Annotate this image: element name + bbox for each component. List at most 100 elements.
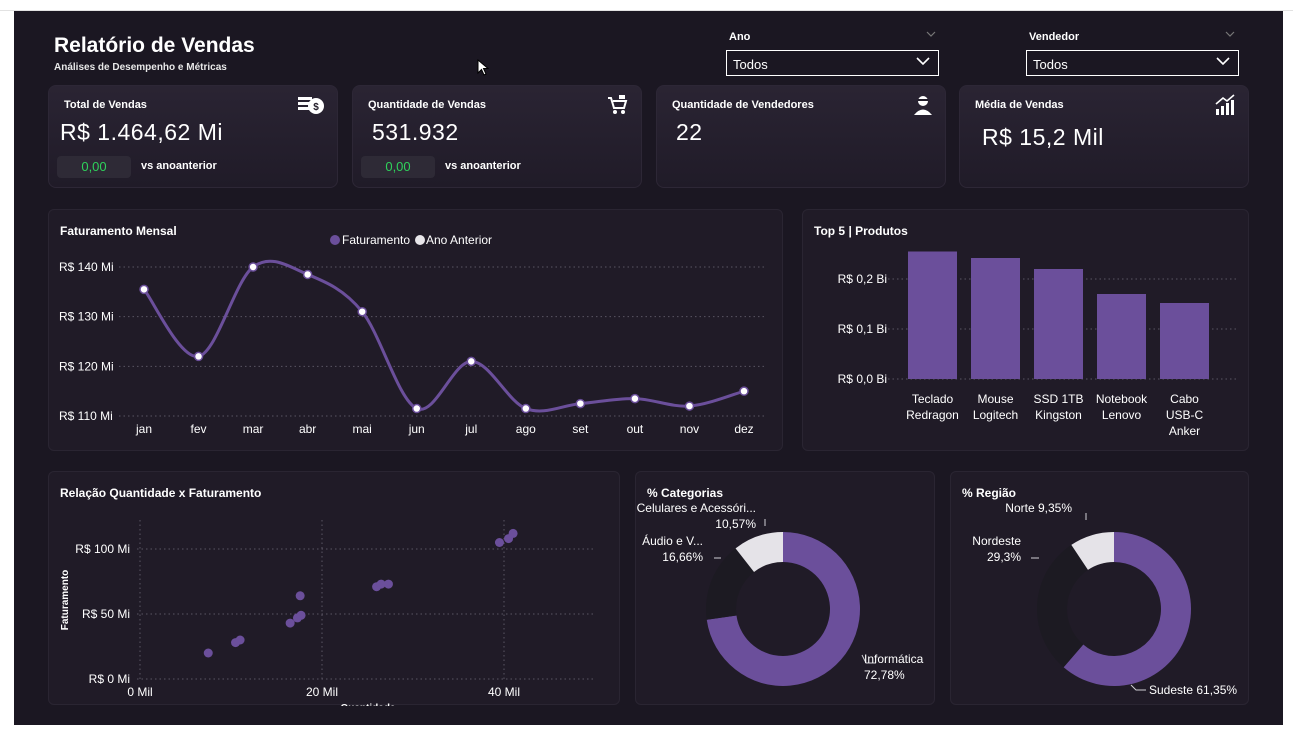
x-tick-label: Logitech [973,408,1018,422]
scatter-point [285,618,295,628]
y-tick-label: R$ 0,0 Bi [838,372,887,386]
x-tick-label: jan [135,422,152,436]
filter-vendedor-collapse-icon[interactable] [1225,31,1235,37]
data-point [248,262,258,272]
x-tick-label: fev [191,422,207,436]
bar-chart: R$ 0,0 Bi R$ 0,1 Bi R$ 0,2 Bi Teclado Redrag… [838,251,1238,438]
donut-slice [735,532,783,572]
scatter-point [508,528,518,538]
chart-title: Relação Quantidade x Faturamento [60,486,262,500]
filter-ano-value: Todos [733,57,768,72]
kpi-card-quantidade-vendas: Quantidade de Vendas 531.932 0,00 vs ano… [352,85,642,188]
bar [971,258,1020,379]
panel-faturamento-mensal: Faturamento Mensal Faturamento Ano Anter… [48,209,783,451]
kpi-card-quantidade-vendedores: Quantidade de Vendedores 22 [656,85,946,188]
y-tick-label: R$ 120 Mi [59,359,114,373]
y-tick-label: R$ 0 Mi [89,672,130,686]
kpi-badge: 0,00 [57,156,131,178]
kpi-comparison-label: vs anoanterior [445,160,521,172]
donut-slice [1037,544,1088,668]
panel-top5-produtos: Top 5 | Produtos R$ 0,0 Bi R$ 0,1 Bi R$ 0,… [802,209,1249,451]
panel-regiao: % Região Sudeste 61,35% Nordeste 29,3% Nort… [950,471,1249,705]
scatter-point [235,635,245,645]
filter-ano-collapse-icon[interactable] [926,31,936,37]
leader-line [1130,684,1146,691]
scatter-point [376,579,386,589]
donut-slice [1071,532,1114,570]
line-chart: Faturamento Ano Anterior R$ 110 Mi R$ 120… [59,233,764,436]
x-tick-label: jul [464,422,477,436]
x-tick-label: dez [734,422,753,436]
y-tick-label: R$ 130 Mi [59,310,114,324]
app-top-strip [0,0,1293,11]
chevron-down-icon [916,57,930,66]
y-tick-label: R$ 140 Mi [59,260,114,274]
data-point [575,398,586,409]
x-tick-label: 0 Mil [127,685,152,699]
scatter-chart: R$ 0 Mi R$ 50 Mi R$ 100 Mi 0 Mil 20 Mil 40 Mi… [60,520,594,706]
slice-label: Áudio e V... [642,533,703,548]
data-point [684,401,695,411]
bar [1097,294,1146,379]
kpi-label: Quantidade de Vendas [368,99,486,111]
x-tick-label: 40 Mil [488,685,520,699]
data-point [521,403,531,414]
data-point [411,403,422,414]
filter-vendedor-value: Todos [1033,57,1068,72]
kpi-comparison-label: vs anoanterior [141,160,217,172]
donut-slice [706,548,755,620]
filter-ano-label: Ano [729,31,751,43]
chart-title: Faturamento Mensal [60,224,177,238]
donut-chart-categorias: Informática 72,78% Áudio e V... 16,66% Celul… [637,501,924,686]
x-tick-label: Notebook [1096,392,1148,406]
slice-label: Norte 9,35% [1005,501,1072,515]
donut-slice [706,532,860,686]
x-tick-label: ago [516,422,536,436]
data-point [739,386,749,396]
x-tick-label: Lenovo [1102,408,1142,422]
legend-ano-anterior-marker [415,235,425,245]
y-tick-label: R$ 50 Mi [82,607,130,621]
filter-vendedor-dropdown[interactable]: Todos [1026,50,1239,76]
slice-label: 16,66% [662,550,703,564]
x-tick-label: Kingston [1035,408,1082,422]
chart-title: % Categorias [647,486,724,500]
x-tick-label: nov [680,422,699,436]
x-tick-label: Anker [1169,424,1200,438]
data-point [139,284,149,295]
cart-icon [608,95,628,114]
chevron-down-icon [1216,57,1230,66]
panel-relacao-quantidade-faturamento: Relação Quantidade x Faturamento R$ 0 Mi… [48,471,620,706]
x-tick-label: out [627,422,644,436]
page-subtitle: Análises de Desempenho e Métricas [54,62,227,73]
kpi-card-media-vendas: Média de Vendas R$ 15,2 Mil [959,85,1249,188]
app-left-strip [0,11,14,733]
chart-title: % Região [962,486,1017,500]
money-icon: $ [298,97,324,114]
person-icon [914,96,932,115]
slice-label: Celulares e Acessóri... [637,501,756,515]
filter-ano-dropdown[interactable]: Todos [726,50,939,76]
kpi-card-total-vendas: Total de Vendas R$ 1.464,62 Mi 0,00 vs a… [48,85,338,188]
x-tick-label: Mouse [977,392,1013,406]
data-point [466,356,477,367]
kpi-badge: 0,00 [361,156,435,178]
leader-line [861,654,876,664]
slice-label: 72,78% [864,668,905,682]
data-point [357,306,367,317]
legend-faturamento-label: Faturamento [342,233,410,247]
scatter-point [203,648,213,658]
scatter-point [383,579,393,589]
dashboard-canvas: Relatório de Vendas Análises de Desempen… [14,11,1283,725]
x-tick-label: Teclado [912,392,954,406]
x-tick-label: mar [243,422,264,436]
x-tick-label: jun [408,422,425,436]
legend-ano-anterior-label: Ano Anterior [426,233,492,247]
data-point [630,393,640,404]
y-tick-label: R$ 0,2 Bi [838,272,887,286]
x-tick-label: SSD 1TB [1033,392,1083,406]
x-tick-label: 20 Mil [306,685,338,699]
scatter-point [296,610,306,620]
slice-label: 29,3% [987,550,1021,564]
app-bottom-strip [0,725,1293,733]
